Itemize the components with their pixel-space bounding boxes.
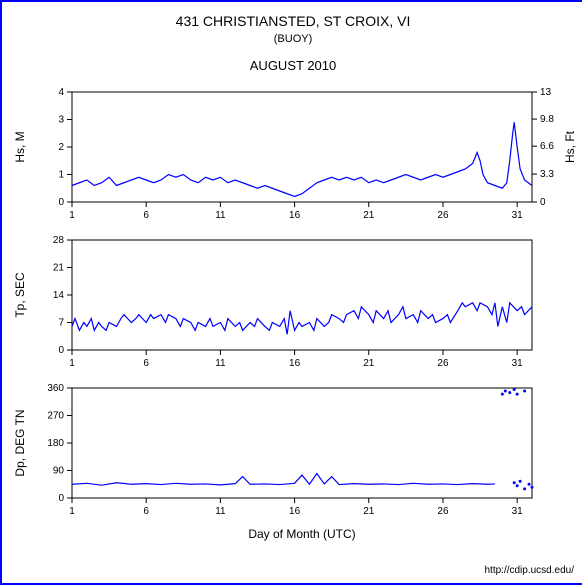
xtick-label: 11 [215, 358, 226, 369]
data-line [72, 474, 495, 486]
data-point [516, 484, 519, 487]
xtick-label: 1 [69, 506, 75, 517]
ytick-label: 2 [58, 142, 64, 153]
data-point [523, 487, 526, 490]
data-point [523, 390, 526, 393]
ytick-label: 14 [53, 290, 65, 301]
ytick-label: 0 [58, 345, 64, 356]
ytick-label: 28 [53, 235, 65, 246]
ylabel-left: Tp, SEC [13, 272, 27, 318]
ylabel-right: Hs, Ft [563, 130, 577, 163]
chart-container: 431 CHRISTIANSTED, ST CROIX, VI (BUOY) AUG… [0, 0, 582, 585]
xtick-label: 21 [363, 210, 375, 221]
ytick-label: 270 [47, 411, 64, 422]
xtick-label: 21 [363, 506, 375, 517]
xtick-label: 16 [289, 210, 301, 221]
xtick-label: 31 [512, 506, 524, 517]
ytick-label: 180 [47, 438, 64, 449]
xtick-label: 11 [215, 506, 226, 517]
ytick-label: 4 [58, 87, 64, 98]
xtick-label: 16 [289, 358, 301, 369]
ytick-right-label: 9.8 [540, 114, 554, 125]
xtick-label: 6 [143, 506, 149, 517]
footer-url: http://cdip.ucsd.edu/ [484, 565, 574, 576]
ytick-label: 21 [53, 263, 65, 274]
xtick-label: 31 [512, 358, 524, 369]
data-point [501, 393, 504, 396]
ytick-label: 0 [58, 493, 64, 504]
data-point [508, 391, 511, 394]
panel-frame [72, 240, 532, 350]
xlabel: Day of Month (UTC) [248, 527, 355, 541]
xtick-label: 16 [289, 506, 301, 517]
xtick-label: 6 [143, 210, 149, 221]
ylabel-left: Dp, DEG TN [13, 409, 27, 476]
data-point [516, 393, 519, 396]
data-point [513, 388, 516, 391]
xtick-label: 31 [512, 210, 524, 221]
xtick-label: 1 [69, 210, 75, 221]
data-point [519, 480, 522, 483]
xtick-label: 1 [69, 358, 75, 369]
ytick-label: 0 [58, 197, 64, 208]
ytick-label: 90 [53, 466, 65, 477]
subtitle: (BUOY) [274, 33, 313, 45]
ytick-right-label: 3.3 [540, 169, 554, 180]
xtick-label: 21 [363, 358, 375, 369]
xtick-label: 26 [437, 358, 449, 369]
period-label: AUGUST 2010 [250, 58, 336, 73]
ytick-label: 1 [58, 170, 64, 181]
data-point [504, 390, 507, 393]
chart-svg: 431 CHRISTIANSTED, ST CROIX, VI (BUOY) AUG… [2, 2, 582, 583]
xtick-label: 26 [437, 210, 449, 221]
ytick-right-label: 6.6 [540, 141, 554, 152]
xtick-label: 11 [215, 210, 226, 221]
ytick-label: 7 [58, 318, 64, 329]
ytick-right-label: 13 [540, 87, 552, 98]
xtick-label: 6 [143, 358, 149, 369]
panel-frame [72, 388, 532, 498]
ytick-label: 3 [58, 115, 64, 126]
panel-frame [72, 92, 532, 202]
title: 431 CHRISTIANSTED, ST CROIX, VI [176, 13, 411, 29]
data-line [72, 122, 532, 196]
xtick-label: 26 [437, 506, 449, 517]
ylabel-left: Hs, M [13, 131, 27, 162]
data-point [528, 483, 531, 486]
data-point [513, 481, 516, 484]
data-line [72, 303, 532, 334]
data-point [531, 486, 534, 489]
ytick-right-label: 0 [540, 197, 546, 208]
ytick-label: 360 [47, 383, 64, 394]
